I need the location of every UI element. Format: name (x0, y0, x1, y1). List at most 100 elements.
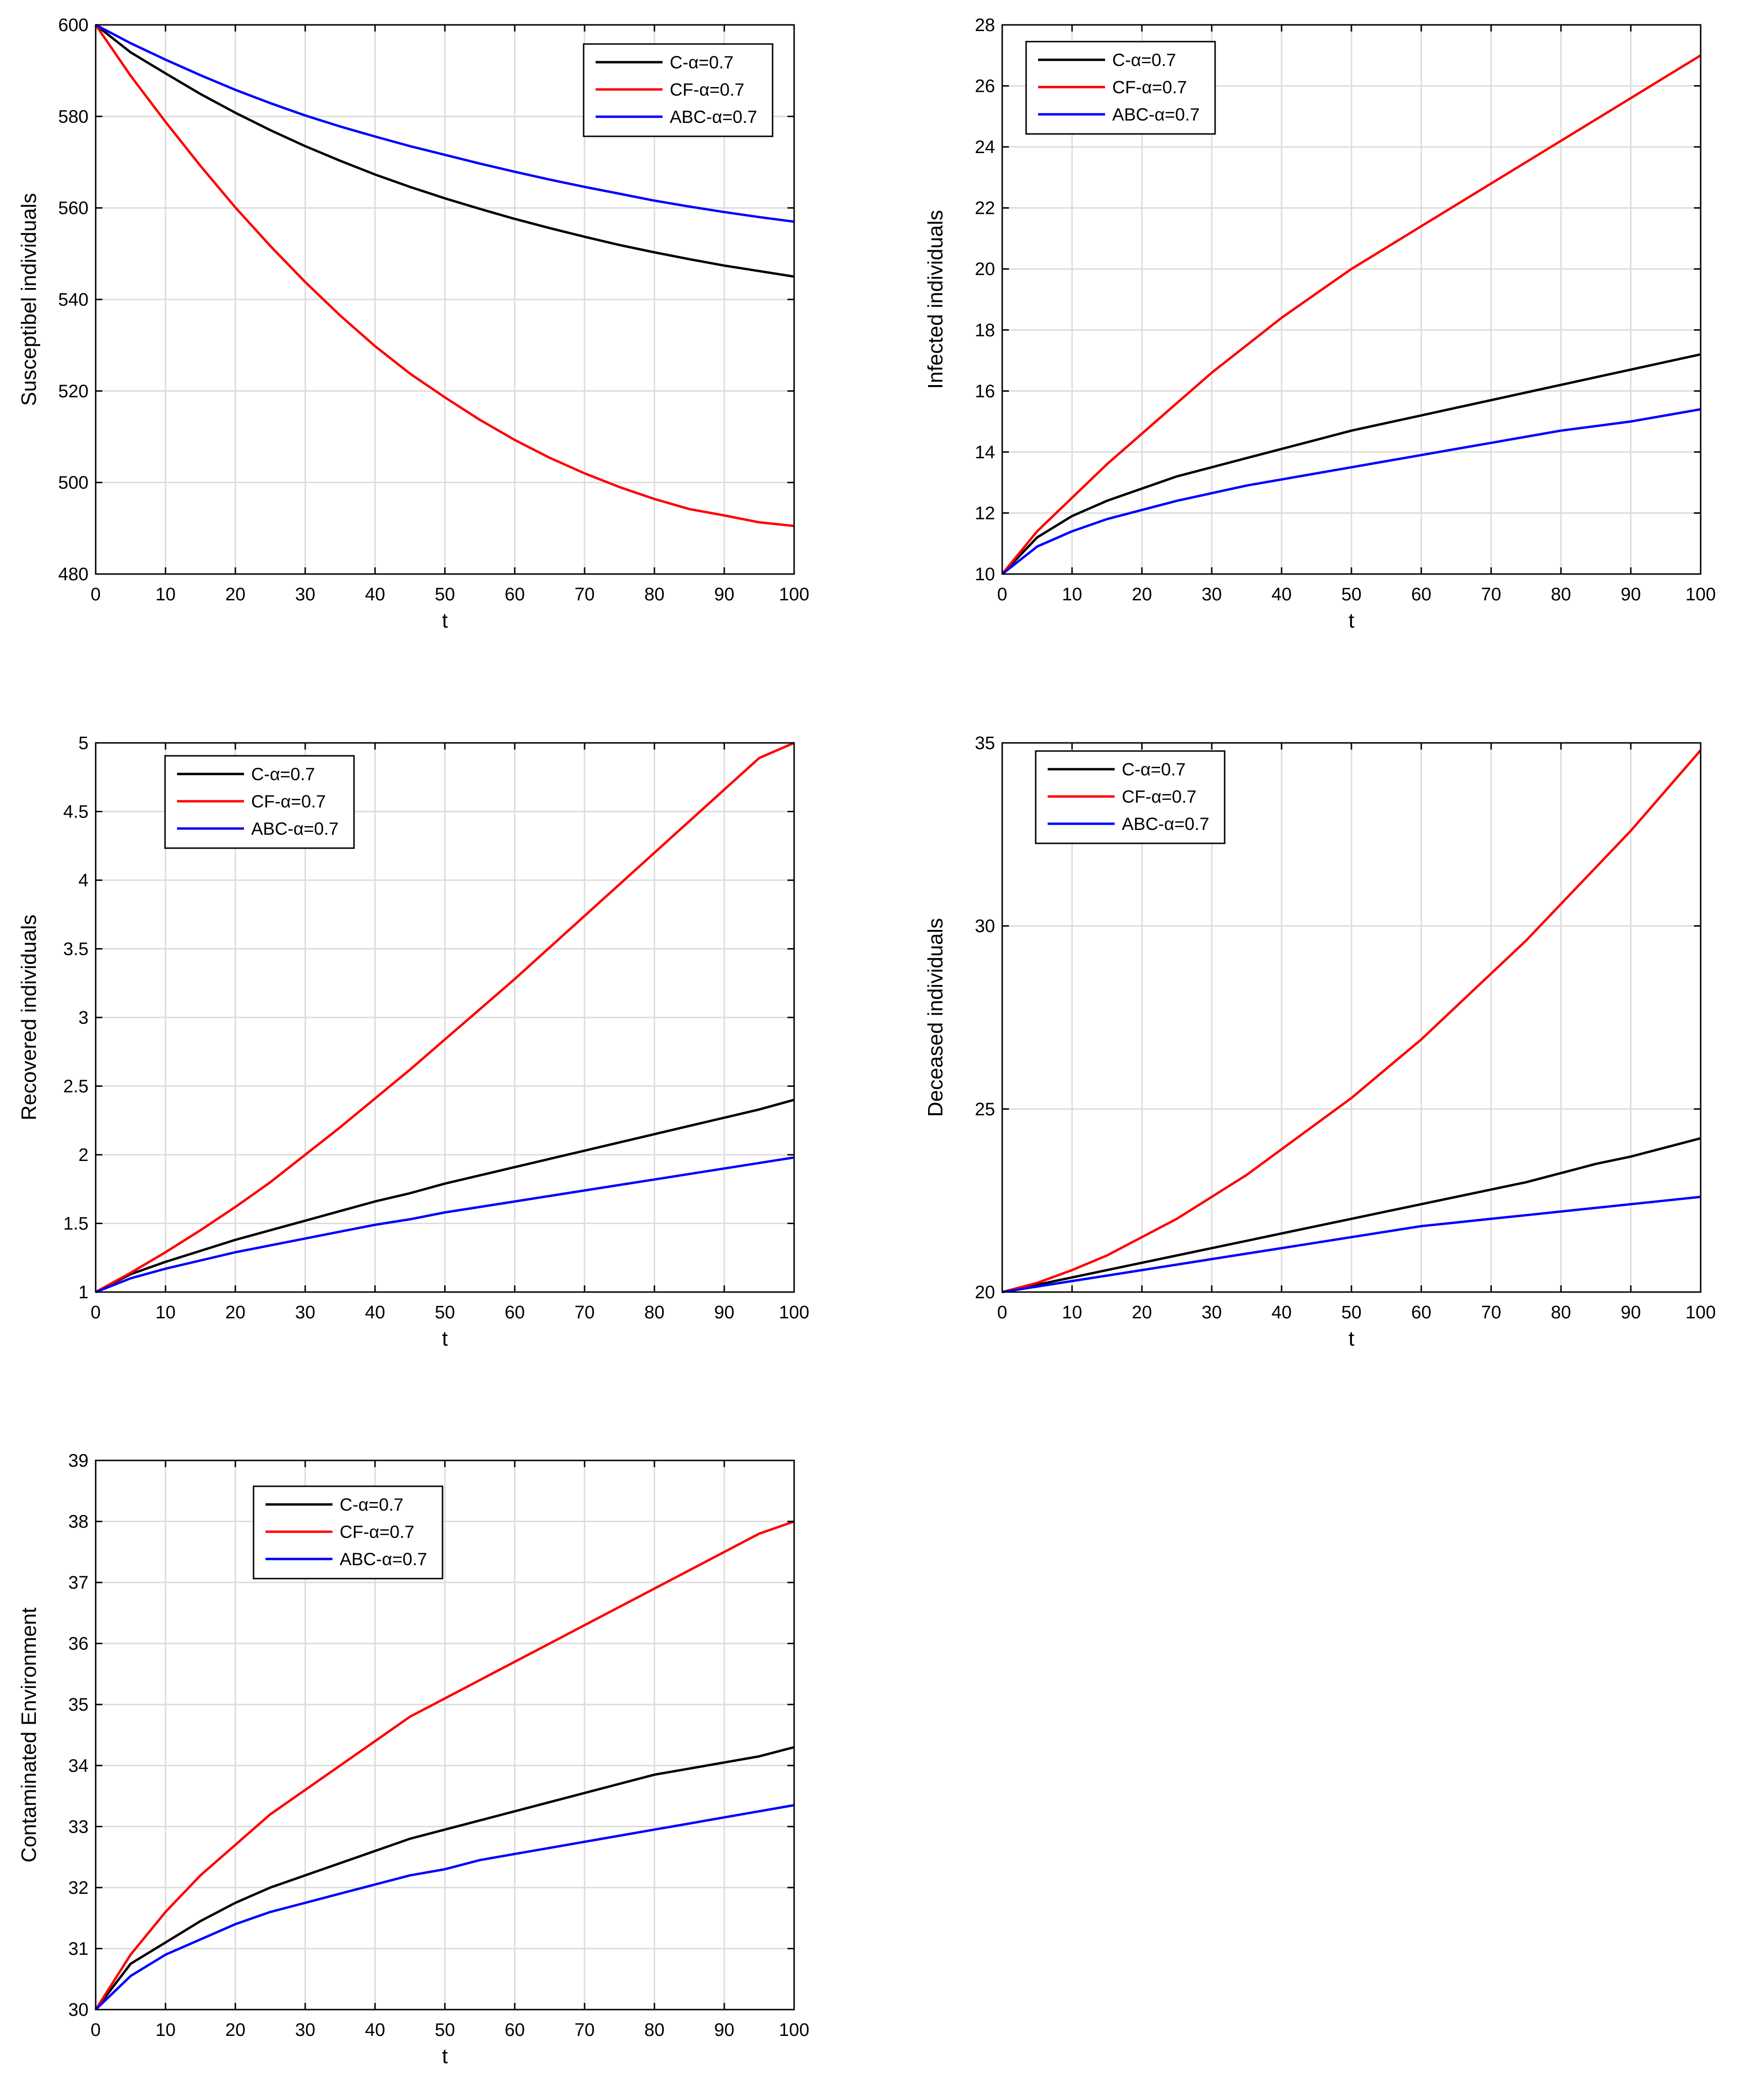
y-tick-label: 18 (975, 321, 995, 341)
y-tick-label: 3.5 (63, 939, 89, 960)
legend: C-α=0.7 CF-α=0.7 ABC-α=0.7 (164, 755, 355, 849)
y-axis-label: Deceased individuals (924, 918, 947, 1117)
x-tick-label: 60 (505, 585, 525, 605)
y-tick-label: 540 (58, 290, 89, 310)
chart-5: 0 10 20 30 40 50 60 70 80 90 100 30 31 32 33 34 35 36 37 38… (17, 1451, 809, 2068)
legend-label-3: ABC-α=0.7 (1122, 814, 1209, 834)
x-tick-label: 50 (1341, 1303, 1361, 1323)
x-tick-label: 60 (505, 2020, 525, 2040)
y-tick-label: 24 (975, 137, 995, 157)
x-axis-label: t (1349, 609, 1354, 632)
x-tick-label: 70 (1481, 1303, 1501, 1323)
legend-label-3: ABC-α=0.7 (340, 1549, 427, 1569)
x-tick-label: 50 (435, 1303, 455, 1323)
x-tick-label: 100 (779, 585, 809, 605)
series-line-2 (1002, 749, 1702, 1293)
legend: C-α=0.7 CF-α=0.7 ABC-α=0.7 (583, 43, 774, 137)
legend-label-1: C-α=0.7 (1122, 760, 1185, 779)
x-tick-label: 40 (365, 585, 385, 605)
x-tick-label: 30 (295, 1303, 315, 1323)
y-tick-label: 39 (68, 1451, 89, 1471)
y-tick-label: 1.5 (63, 1214, 89, 1234)
x-tick-label: 30 (295, 2020, 315, 2040)
y-tick-label: 28 (975, 15, 995, 35)
y-tick-label: 32 (68, 1878, 89, 1898)
chart-4: 0 10 20 30 40 50 60 70 80 90 100 20 25 30 35 t Deceased … (924, 733, 1716, 1350)
x-tick-label: 70 (575, 1303, 595, 1323)
y-tick-label: 12 (975, 503, 995, 523)
y-tick-label: 20 (975, 259, 995, 279)
x-tick-label: 80 (1551, 585, 1571, 605)
y-tick-label: 600 (58, 15, 89, 35)
x-axis-label: t (1349, 1327, 1354, 1350)
y-axis-label: Susceptibel individuals (17, 193, 41, 406)
x-tick-label: 30 (1202, 1303, 1222, 1323)
x-tick-label: 50 (435, 585, 455, 605)
x-tick-label: 100 (1685, 1303, 1715, 1323)
x-tick-label: 20 (225, 585, 245, 605)
chart-1: 0 10 20 30 40 50 60 70 80 90 100 480 500 520 540 560 580… (17, 15, 809, 632)
y-tick-label: 4.5 (63, 802, 89, 822)
x-tick-label: 50 (1341, 585, 1361, 605)
x-tick-label: 20 (1132, 585, 1152, 605)
legend-label-2: CF-α=0.7 (1122, 787, 1196, 807)
series-line-2 (94, 24, 795, 527)
y-tick-label: 2 (78, 1145, 89, 1165)
x-tick-label: 10 (1062, 1303, 1082, 1323)
y-axis-label: Recovered individuals (17, 915, 41, 1120)
legend-label-1: C-α=0.7 (251, 764, 315, 784)
x-tick-label: 40 (1272, 585, 1292, 605)
x-tick-label: 60 (1411, 1303, 1431, 1323)
y-tick-label: 30 (68, 2000, 89, 2020)
series-line-2 (1001, 54, 1702, 575)
y-axis-label: Contaminated Environment (17, 1607, 41, 1862)
legend: C-α=0.7 CF-α=0.7 ABC-α=0.7 (1025, 41, 1216, 135)
x-tick-label: 40 (1272, 1303, 1292, 1323)
y-tick-label: 5 (78, 733, 89, 753)
y-tick-label: 1 (78, 1282, 89, 1303)
x-tick-label: 10 (155, 1303, 176, 1323)
x-tick-label: 80 (644, 585, 664, 605)
y-tick-label: 2.5 (63, 1077, 89, 1097)
chart-2: 0 10 20 30 40 50 60 70 80 90 100101214161820222426… (924, 15, 1716, 632)
y-tick-label: 30 (975, 917, 995, 937)
y-tick-label: 580 (58, 107, 89, 127)
series-line-1 (1001, 353, 1701, 575)
legend-label-3: ABC-α=0.7 (251, 819, 339, 839)
x-tick-label: 0 (997, 1303, 1007, 1323)
legend-label-2: CF-α=0.7 (340, 1522, 414, 1542)
x-tick-label: 100 (779, 1303, 809, 1323)
legend-label-1: C-α=0.7 (1112, 50, 1176, 70)
x-tick-label: 0 (997, 585, 1007, 605)
x-tick-label: 20 (225, 2020, 245, 2040)
y-tick-label: 37 (68, 1573, 89, 1593)
x-tick-label: 60 (1411, 585, 1431, 605)
x-tick-label: 90 (714, 585, 734, 605)
x-tick-label: 80 (644, 1303, 664, 1323)
y-tick-label: 480 (58, 564, 89, 585)
legend-label-2: CF-α=0.7 (1112, 77, 1187, 97)
legend-label-3: ABC-α=0.7 (670, 107, 757, 127)
x-tick-label: 100 (1685, 585, 1715, 605)
series-line-3 (95, 1156, 795, 1293)
x-axis-label: t (442, 609, 448, 632)
x-tick-label: 20 (1132, 1303, 1152, 1323)
x-tick-label: 30 (295, 585, 315, 605)
y-tick-label: 20 (975, 1282, 995, 1303)
y-tick-label: 38 (68, 1512, 89, 1532)
legend-label-1: C-α=0.7 (670, 53, 733, 72)
series-line-2 (94, 1520, 795, 2011)
x-tick-label: 10 (155, 2020, 176, 2040)
y-tick-label: 16 (975, 381, 995, 401)
x-tick-label: 10 (1062, 585, 1082, 605)
y-tick-label: 520 (58, 381, 89, 401)
y-tick-label: 560 (58, 199, 89, 219)
chart-3: 0 10 20 30 40 50 60 70 80 90 100 1 1.5 2 2.5 3 3.5 4 4.5 5 t… (17, 733, 809, 1350)
y-tick-label: 26 (975, 77, 995, 97)
x-tick-label: 80 (1551, 1303, 1571, 1323)
y-tick-label: 35 (975, 733, 995, 753)
y-tick-label: 35 (68, 1695, 89, 1715)
x-tick-label: 60 (505, 1303, 525, 1323)
series-line-1 (95, 1746, 795, 2011)
